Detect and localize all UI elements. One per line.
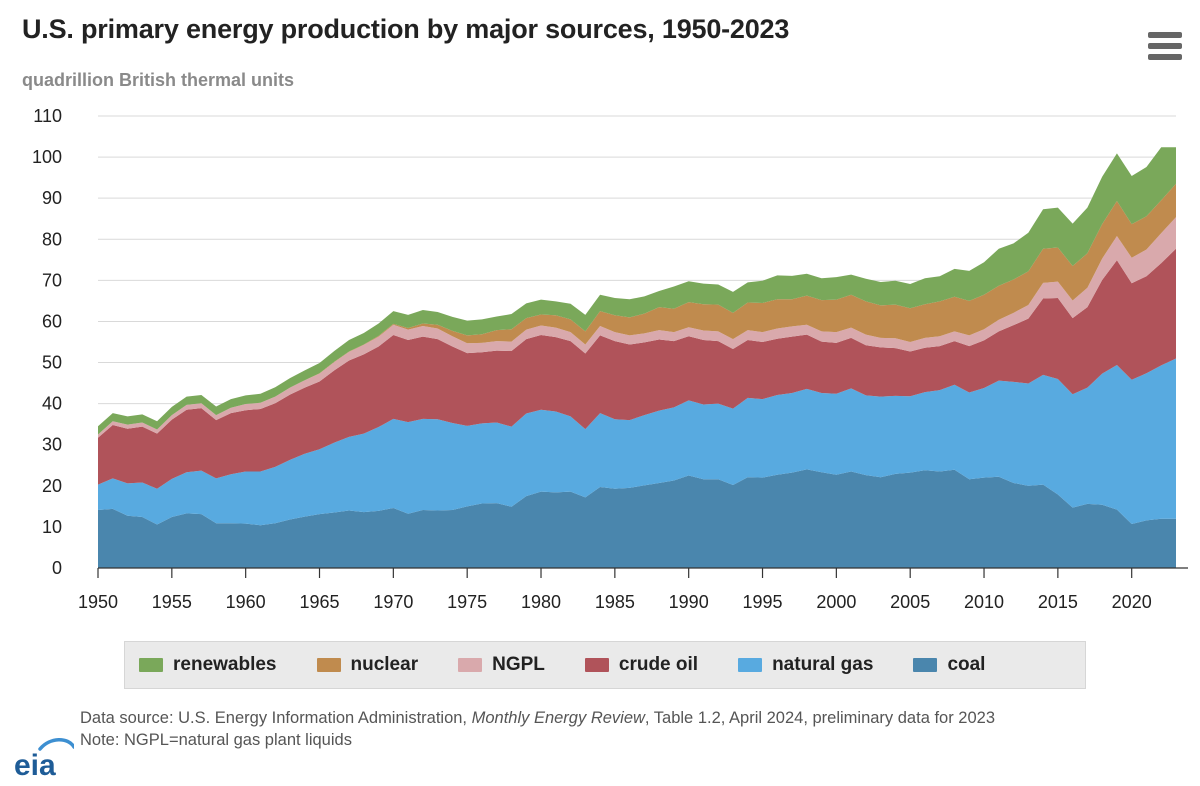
y-tick-label: 90: [42, 188, 62, 208]
area-crude-oil[interactable]: [98, 248, 1176, 489]
x-tick-label: 2000: [816, 592, 856, 612]
legend-label: crude oil: [618, 654, 699, 675]
y-tick-label: 110: [33, 106, 62, 126]
x-tick-label: 1955: [152, 592, 192, 612]
chart-subtitle: quadrillion British thermal units: [22, 70, 295, 90]
y-tick-label: 50: [42, 353, 62, 373]
menu-bar: [1148, 54, 1182, 60]
legend-swatch: [913, 658, 938, 672]
chart-legend: renewables nuclear NGPL crude oil natural ga…: [124, 641, 1086, 689]
x-tick-label: 1985: [595, 592, 635, 612]
stacked-area-series: [98, 147, 1176, 568]
area-coal[interactable]: [98, 469, 1176, 568]
legend-label: coal: [947, 654, 986, 675]
menu-bar: [1148, 43, 1182, 49]
x-tick-label: 1950: [78, 592, 118, 612]
legend-swatch: [139, 658, 163, 672]
logo-text: eia: [14, 749, 56, 779]
legend-swatch: [458, 658, 483, 672]
legend-swatch: [738, 658, 763, 672]
chart-title: U.S. primary energy production by major …: [22, 14, 790, 44]
legend-item-coal[interactable]: coal: [913, 654, 985, 676]
y-tick-label: 100: [32, 147, 62, 167]
y-tick-label: 10: [42, 517, 62, 537]
legend-label: renewables: [173, 654, 277, 675]
ngpl-note: Note: NGPL=natural gas plant liquids: [80, 731, 352, 749]
x-tick-label: 1970: [373, 592, 413, 612]
y-axis: 0 10 20 30 40 50 60 70 80 90 100 110: [32, 106, 62, 578]
legend-item-nuclear[interactable]: nuclear: [316, 654, 419, 676]
x-tick-label: 2010: [964, 592, 1004, 612]
logo-swoosh: [38, 738, 74, 751]
data-source-note: Data source: U.S. Energy Information Adm…: [80, 709, 995, 727]
legend-item-renewables[interactable]: renewables: [139, 654, 277, 676]
y-tick-label: 80: [42, 229, 62, 249]
y-tick-label: 0: [52, 558, 62, 578]
hamburger-menu-icon[interactable]: [1148, 30, 1182, 62]
legend-label: nuclear: [350, 654, 419, 675]
x-axis: 1950 1955 1960 1965 1970 1975 1980 1985 1990 1995…: [78, 567, 1188, 612]
area-nuclear[interactable]: [98, 183, 1176, 435]
x-tick-label: 2005: [890, 592, 930, 612]
y-tick-label: 40: [42, 394, 62, 414]
x-tick-label: 1965: [299, 592, 339, 612]
y-tick-label: 20: [42, 476, 62, 496]
legend-item-ngpl[interactable]: NGPL: [458, 654, 545, 676]
energy-production-chart: 1950 1955 1960 1965 1970 1975 1980 1985 1990 1995…: [32, 106, 1188, 612]
area-renewables[interactable]: [98, 147, 1176, 435]
x-tick-label: 1980: [521, 592, 561, 612]
legend-label: NGPL: [492, 654, 545, 675]
legend-item-natural-gas[interactable]: natural gas: [738, 654, 873, 676]
legend-swatch: [316, 658, 341, 672]
x-tick-label: 1995: [742, 592, 782, 612]
area-natural-gas[interactable]: [98, 358, 1176, 526]
chart-footer: Data source: U.S. Energy Information Adm…: [80, 707, 1160, 751]
legend-label: natural gas: [772, 654, 874, 675]
x-tick-label: 1960: [226, 592, 266, 612]
x-tick-label: 2020: [1112, 592, 1152, 612]
legend-item-crude-oil[interactable]: crude oil: [584, 654, 699, 676]
y-tick-label: 70: [42, 270, 62, 290]
y-tick-label: 30: [42, 435, 62, 455]
eia-logo: eia: [14, 738, 74, 779]
legend-swatch: [584, 658, 609, 672]
x-tick-label: 1990: [669, 592, 709, 612]
x-tick-label: 2015: [1038, 592, 1078, 612]
y-tick-label: 60: [42, 311, 62, 331]
menu-bar: [1148, 32, 1182, 38]
x-tick-label: 1975: [447, 592, 487, 612]
